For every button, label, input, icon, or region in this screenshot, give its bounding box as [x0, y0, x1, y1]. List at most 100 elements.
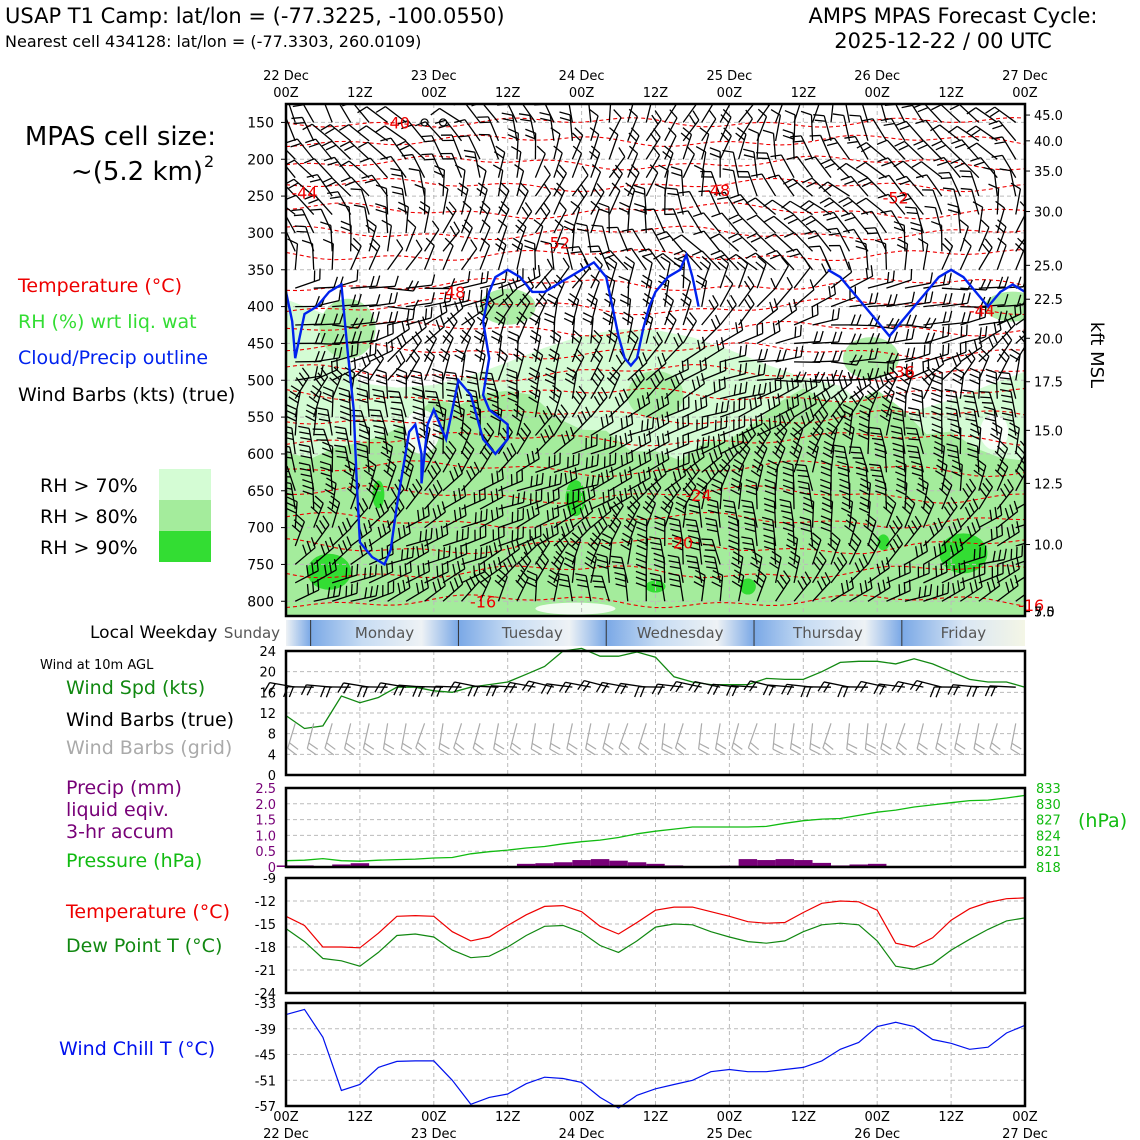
wind-barb-flag [459, 335, 469, 344]
wind-barb-flag [819, 330, 824, 342]
wind-barb-flag [376, 380, 387, 385]
surface-barb-grid-flag [748, 747, 758, 756]
wind-barb [405, 302, 432, 308]
wind-barb-flag [869, 577, 873, 589]
wind-barb-flag [850, 369, 856, 381]
wind-barb-flag [874, 442, 886, 448]
wind-barb-flag [612, 169, 621, 179]
surface-barb-true [602, 681, 628, 688]
surface-barb-true-flag [762, 684, 769, 696]
wind-barb-flag [860, 210, 872, 215]
wind-barb-flag [436, 565, 439, 577]
wind-barb [793, 232, 814, 252]
wind-barb-flag [597, 473, 600, 486]
wind-barb [534, 575, 538, 602]
wind-barb [331, 374, 343, 399]
wind-barb-flag [1009, 314, 1016, 325]
wind-barb-flag [887, 576, 891, 588]
wind-barb-flag [975, 518, 981, 530]
wind-barb [711, 539, 721, 565]
wind-barb-flag [458, 432, 468, 441]
wind-barb-flag [498, 187, 508, 197]
wind-barb-flag [432, 508, 437, 520]
wind-barb [701, 263, 712, 289]
wind-barb-flag [845, 579, 850, 591]
wind-barb [366, 391, 370, 418]
wind-barb [850, 175, 869, 197]
wind-barb-flag [701, 372, 706, 384]
dewpoint-line [285, 917, 1026, 970]
bottom-hour-label: 00Z [1012, 1110, 1038, 1125]
wind-barb-flag [874, 484, 886, 490]
y-tick-label: 8 [268, 728, 276, 743]
wind-barb [424, 326, 445, 344]
wind-barb [719, 452, 738, 473]
surface-barb-grid [362, 723, 370, 749]
wind-barb [350, 574, 376, 584]
wind-barb [313, 524, 330, 547]
wind-barb-flag [442, 335, 452, 344]
top-hour-label: 00Z [864, 86, 890, 101]
wind-barb-flag [314, 332, 320, 344]
wind-barb [405, 515, 430, 529]
wind-barb-flag [827, 421, 838, 430]
wind-barb [460, 189, 469, 215]
top-hour-label: 00Z [421, 86, 447, 101]
wind-barb-flag [552, 489, 555, 501]
wind-barb-flag [620, 417, 623, 430]
wind-barb [812, 293, 836, 308]
wind-barb [442, 188, 449, 215]
wind-barb-flag [814, 414, 822, 425]
wind-barb-flag [826, 142, 838, 147]
wind-barb-flag [777, 319, 781, 332]
wind-barb-flag [587, 542, 597, 552]
height-tick-label: 35.0 [1034, 165, 1063, 180]
wind-barb-flag [437, 548, 440, 560]
wind-barb [1015, 334, 1025, 344]
wind-barb [664, 368, 689, 381]
wind-barb [922, 374, 936, 399]
legend-temperature: Temperature (°C) [17, 275, 182, 297]
wind-barb-flag [895, 515, 903, 526]
wind-barb [423, 338, 438, 363]
wind-barb-flag [275, 215, 286, 217]
wind-barb-flag [300, 436, 312, 441]
wind-barb-flag [783, 570, 791, 580]
wind-barb-flag [895, 391, 907, 398]
wind-barb [479, 245, 491, 270]
wind-barb-flag [525, 128, 536, 134]
wind-barb-flag [667, 430, 670, 442]
wind-barb [978, 227, 990, 252]
surface-barb-true-flag [337, 682, 345, 693]
wind-barb-flag [969, 434, 981, 440]
wind-barb [497, 208, 510, 234]
wind-barb-flag [1016, 294, 1022, 306]
wind-barb-flag [631, 377, 638, 388]
wind-barb-flag [895, 471, 906, 477]
wind-barb [331, 243, 334, 270]
wind-barb-flag [507, 391, 519, 398]
wind-barb-flag [986, 581, 992, 593]
wind-barb [701, 250, 721, 271]
wind-barb [571, 394, 587, 418]
wind-barb [941, 140, 961, 160]
wind-barb [571, 539, 582, 565]
surface-barb-grid [935, 723, 943, 749]
surface-barb-true-flag [485, 685, 492, 697]
wind-barb-flag [480, 272, 484, 284]
wind-barb-flag [508, 330, 519, 337]
wind-barb-flag [742, 505, 754, 509]
wind-barb [901, 409, 906, 436]
wind-barb [405, 326, 427, 344]
wind-barb [866, 142, 887, 160]
wind-barb-flag [423, 140, 435, 143]
surface-barb-grid [880, 723, 888, 749]
wind-barb-flag [435, 319, 441, 331]
wind-barb-flag [666, 411, 670, 423]
wind-barb-flag [500, 504, 504, 516]
wind-barb [445, 119, 463, 142]
wind-barb-flag [390, 168, 402, 172]
wind-barb-flag [862, 376, 867, 388]
wind-barb-flag [483, 487, 486, 499]
wind-barb-flag [837, 460, 849, 466]
